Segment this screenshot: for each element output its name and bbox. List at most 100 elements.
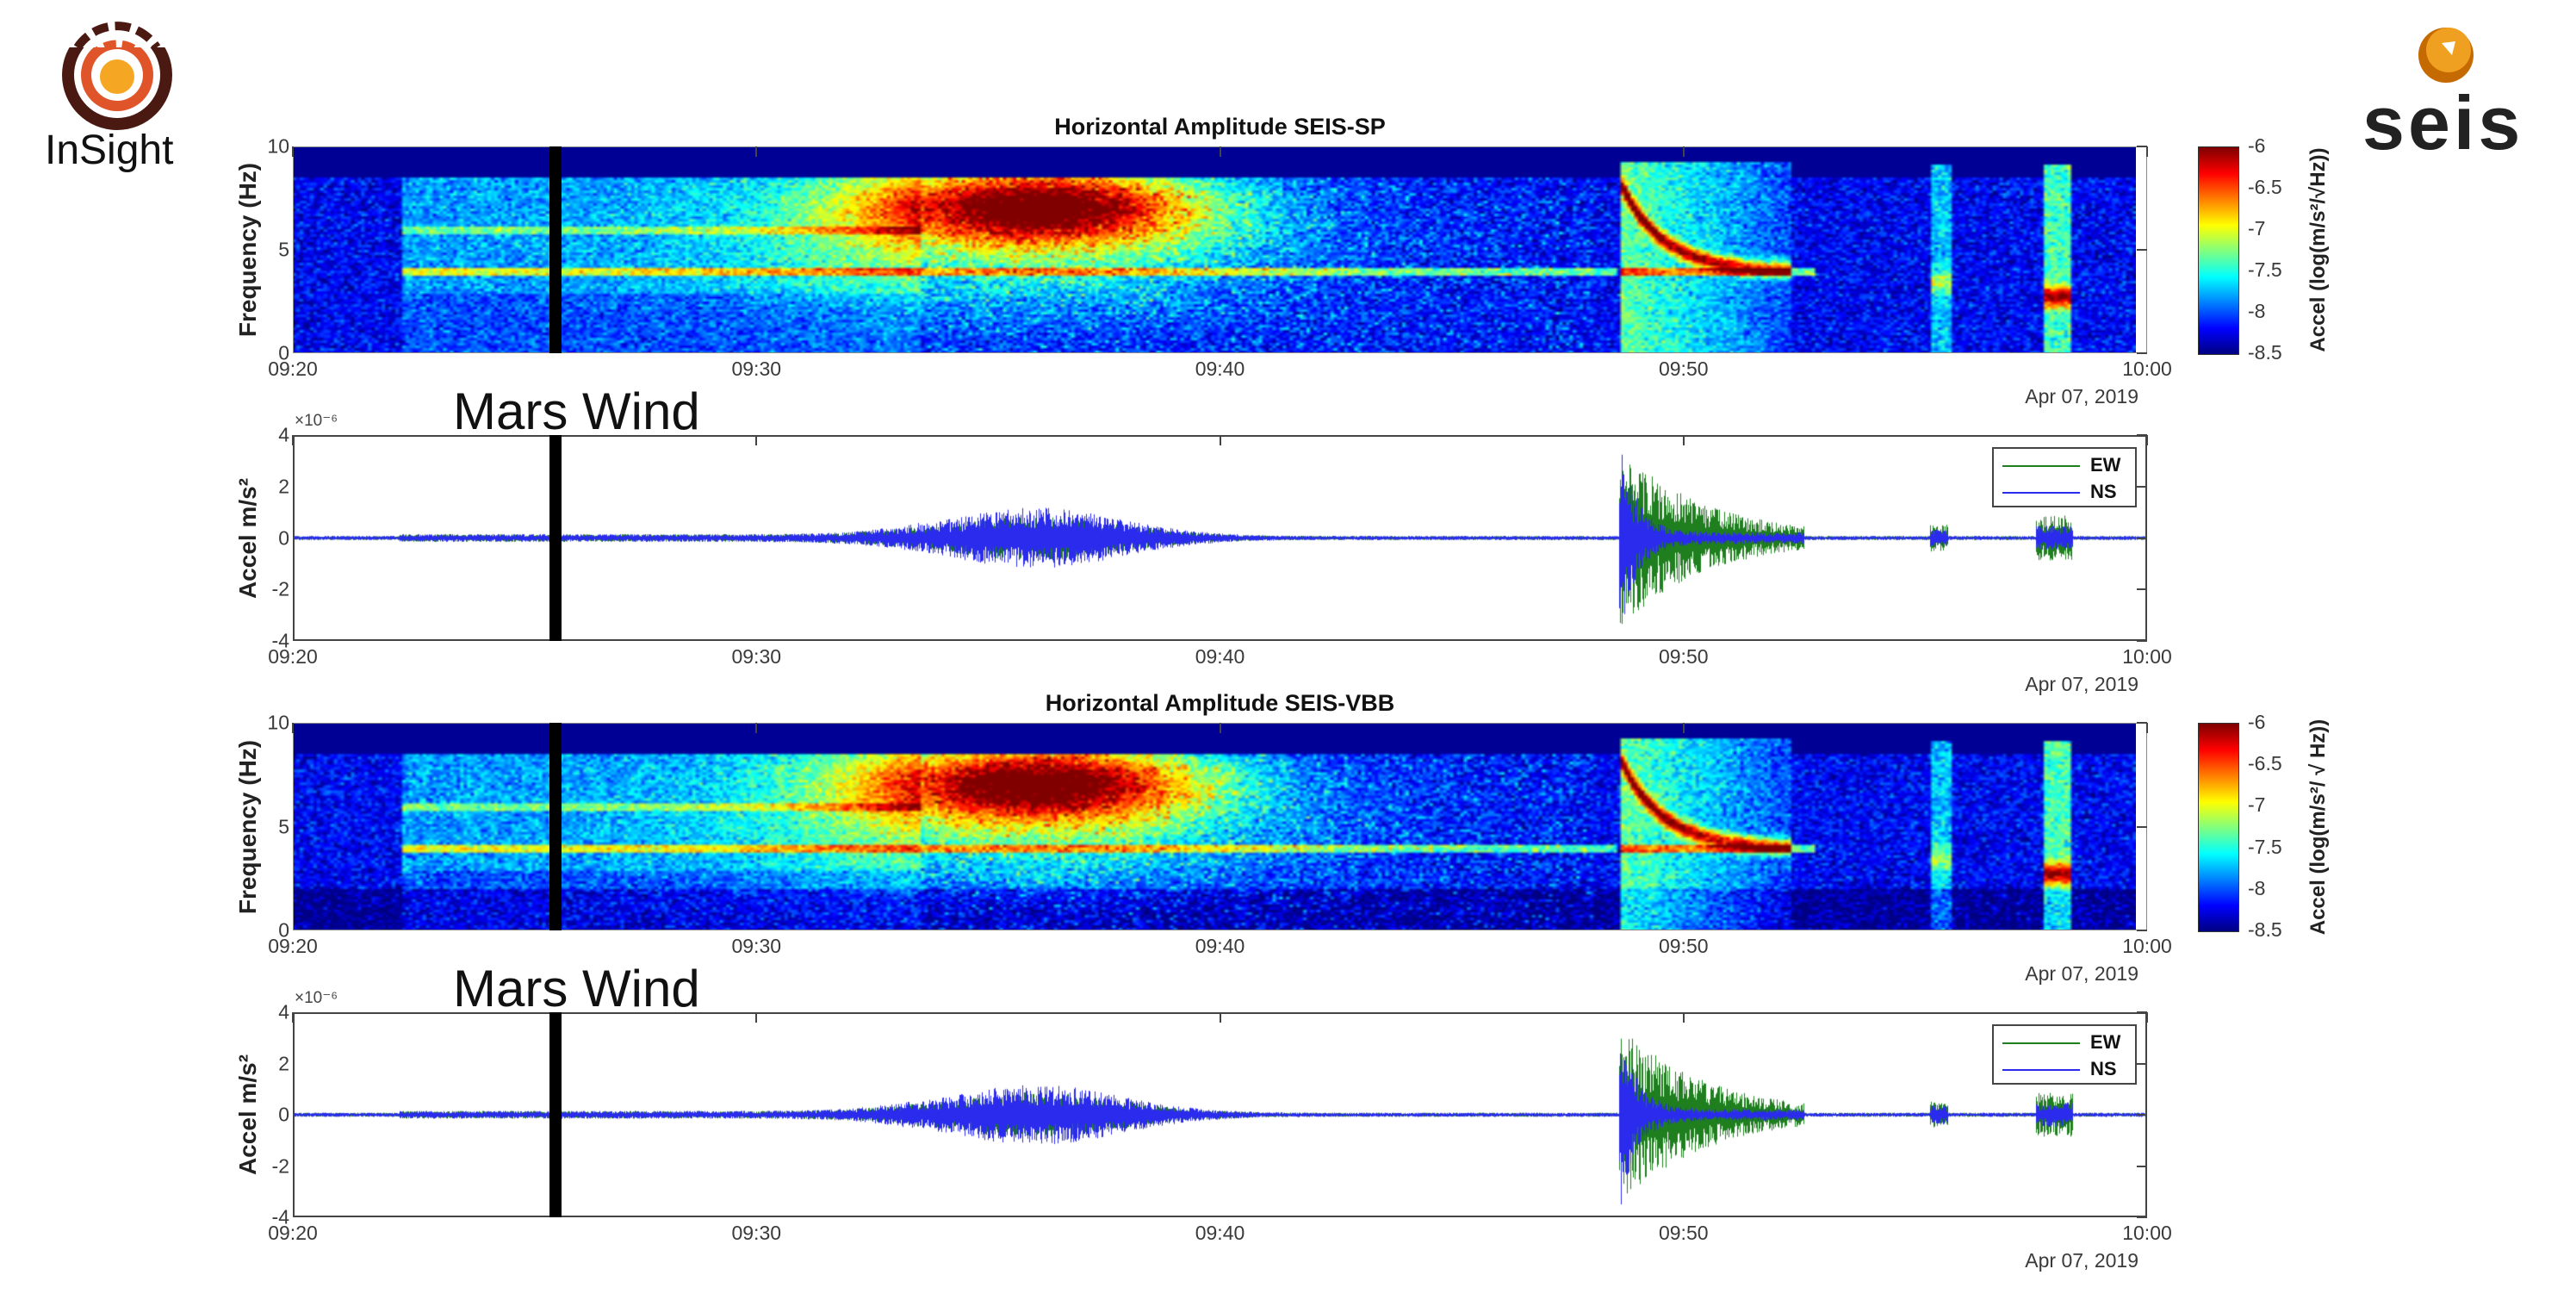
x-tick-label: 09:30 bbox=[731, 1222, 782, 1244]
legend-label: NS bbox=[2090, 481, 2117, 502]
x-tick-mark bbox=[1219, 1012, 1221, 1023]
y-tick-mark bbox=[2137, 249, 2147, 251]
y-tick-mark bbox=[2137, 1165, 2147, 1167]
y-tick-label: -4 bbox=[271, 629, 289, 652]
date-label: Apr 07, 2019 bbox=[2025, 1249, 2138, 1272]
x-tick-label: 10:00 bbox=[2122, 358, 2172, 380]
y-tick-label: 4 bbox=[278, 1000, 289, 1023]
y-tick-mark bbox=[2137, 640, 2147, 642]
x-tick-label: 09:20 bbox=[268, 935, 318, 957]
legend-item-ew: EW bbox=[1994, 454, 2135, 478]
insight-logo-text: InSight bbox=[45, 128, 174, 173]
mars-wind-annotation: Mars Wind bbox=[453, 383, 700, 440]
chart-title: Horizontal Amplitude SEIS-VBB bbox=[1045, 690, 1395, 716]
seis-logo: SEIS bbox=[2356, 17, 2536, 172]
x-tick-label: 10:00 bbox=[2122, 935, 2172, 957]
colorbar-label: Accel (log(m/s²/ √ Hz)) bbox=[2306, 718, 2330, 935]
y-axis-label: Frequency (Hz) bbox=[234, 162, 261, 338]
x-tick-label: 09:20 bbox=[268, 1222, 318, 1244]
y-tick-label: 5 bbox=[278, 238, 289, 261]
colorbar-tick-label: -7 bbox=[2248, 217, 2266, 239]
y-tick-mark bbox=[2137, 588, 2147, 591]
legend-item-ns: NS bbox=[1994, 481, 2135, 505]
y-tick-label: 2 bbox=[278, 475, 289, 498]
event-marker-bar bbox=[549, 723, 562, 930]
y-axis-label: Frequency (Hz) bbox=[234, 739, 261, 914]
y-tick-label: 4 bbox=[278, 423, 289, 446]
x-tick-label: 09:20 bbox=[268, 358, 318, 380]
colorbar-tick-label: -6.5 bbox=[2248, 752, 2282, 775]
y-tick-label: -2 bbox=[271, 1154, 289, 1177]
x-tick-label: 09:50 bbox=[1658, 935, 1709, 957]
y-tick-label: 0 bbox=[278, 918, 289, 942]
colorbar-tick-label: -6 bbox=[2248, 134, 2266, 157]
x-tick-mark bbox=[1682, 1012, 1685, 1023]
date-label: Apr 07, 2019 bbox=[2025, 673, 2138, 695]
insight-logo-emblem bbox=[60, 13, 174, 130]
y-axis-label: Accel m/s² bbox=[234, 1054, 261, 1176]
x-tick-label: 09:20 bbox=[268, 645, 318, 668]
x-tick-label: 09:30 bbox=[731, 935, 782, 957]
event-marker-bar bbox=[549, 435, 562, 641]
y-tick-label: 2 bbox=[278, 1052, 289, 1074]
y-tick-label: 0 bbox=[278, 1103, 289, 1126]
legend-swatch bbox=[2002, 465, 2080, 467]
colorbar-tick-label: -7 bbox=[2248, 793, 2266, 817]
y-tick-label: 0 bbox=[278, 526, 289, 549]
y-tick-mark bbox=[2137, 146, 2147, 147]
spectrogram-image bbox=[293, 723, 2136, 930]
y-tick-mark bbox=[2137, 485, 2147, 488]
x-tick-mark bbox=[1682, 146, 1685, 157]
y-tick-mark bbox=[2137, 722, 2147, 724]
legend-item-ew: EW bbox=[1994, 1031, 2135, 1055]
legend-swatch bbox=[2002, 1069, 2080, 1071]
x-tick-mark bbox=[292, 435, 294, 445]
x-tick-label: 09:50 bbox=[1658, 1222, 1709, 1244]
x-tick-label: 09:40 bbox=[1195, 358, 1245, 380]
waveform-plot bbox=[293, 435, 2147, 641]
y-tick-mark bbox=[2137, 1062, 2147, 1065]
waveform-plot bbox=[293, 1012, 2147, 1217]
y-tick-mark bbox=[2137, 930, 2147, 931]
event-marker-bar bbox=[549, 146, 562, 353]
x-tick-label: 09:40 bbox=[1195, 935, 1245, 957]
y-tick-label: 10 bbox=[267, 711, 289, 734]
x-tick-mark bbox=[1219, 723, 1221, 733]
colorbar-tick-label: -7.5 bbox=[2248, 258, 2282, 281]
y-tick-label: 10 bbox=[267, 134, 289, 158]
x-tick-mark bbox=[292, 1012, 294, 1023]
y-tick-mark bbox=[2137, 1114, 2147, 1116]
seis-logo-text: SEIS bbox=[2362, 80, 2524, 165]
y-tick-mark bbox=[2137, 1216, 2147, 1218]
x-tick-label: 09:30 bbox=[731, 645, 782, 668]
y-tick-mark bbox=[2137, 434, 2147, 436]
legend-swatch bbox=[2002, 1042, 2080, 1044]
y-exponent-label: ×10⁻⁶ bbox=[295, 412, 338, 430]
y-exponent-label: ×10⁻⁶ bbox=[295, 989, 338, 1007]
x-tick-mark bbox=[2146, 1012, 2148, 1023]
y-tick-label: 5 bbox=[278, 815, 289, 837]
legend-item-ns: NS bbox=[1994, 1058, 2135, 1082]
legend: EW NS bbox=[1992, 1024, 2137, 1085]
legend-label: NS bbox=[2090, 1058, 2117, 1079]
x-tick-mark bbox=[2146, 435, 2148, 445]
x-tick-mark bbox=[1682, 723, 1685, 733]
x-tick-mark bbox=[2146, 146, 2148, 157]
colorbar-tick-label: -8.5 bbox=[2248, 341, 2282, 364]
legend: EW NS bbox=[1992, 447, 2137, 507]
colorbar bbox=[2198, 146, 2239, 355]
y-tick-label: -4 bbox=[271, 1205, 289, 1228]
y-tick-mark bbox=[2137, 825, 2147, 828]
x-tick-mark bbox=[755, 435, 758, 445]
x-tick-label: 10:00 bbox=[2122, 645, 2172, 668]
x-tick-label: 10:00 bbox=[2122, 1222, 2172, 1244]
x-tick-mark bbox=[292, 146, 294, 157]
y-axis-label: Accel m/s² bbox=[234, 477, 261, 599]
x-tick-mark bbox=[2146, 723, 2148, 733]
colorbar-tick-label: -8.5 bbox=[2248, 918, 2282, 941]
spectrogram-image bbox=[293, 146, 2136, 353]
x-tick-mark bbox=[755, 146, 758, 157]
legend-swatch bbox=[2002, 492, 2080, 494]
x-tick-label: 09:30 bbox=[731, 358, 782, 380]
colorbar-tick-label: -8 bbox=[2248, 300, 2266, 322]
